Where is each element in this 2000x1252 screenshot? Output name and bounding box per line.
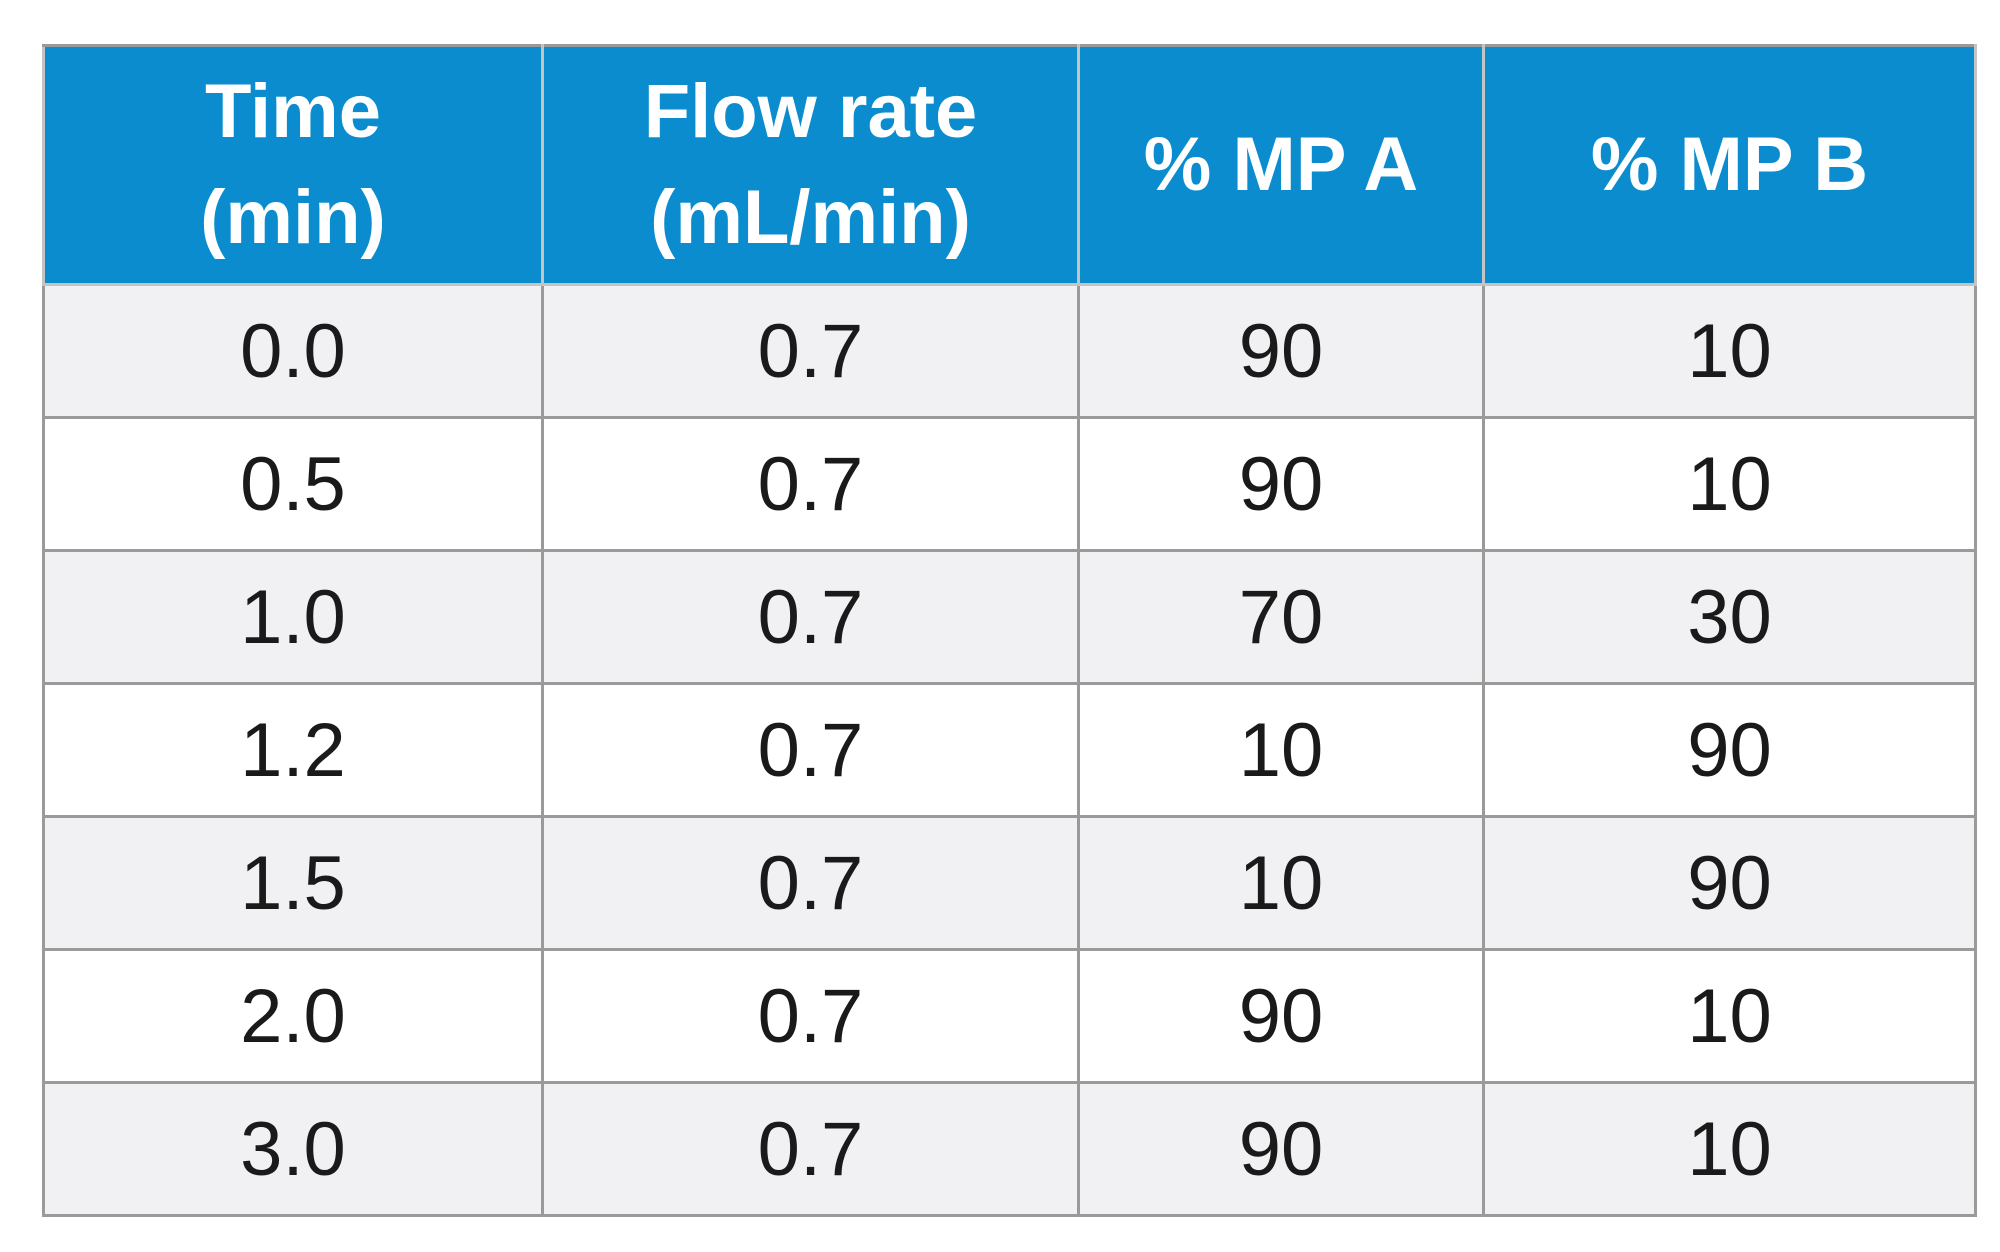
- cell-flow-rate: 0.7: [541, 815, 1080, 951]
- table-header: Time (min) Flow rate (mL/min) % MP A % M…: [42, 44, 1977, 286]
- cell-mp-a: 70: [1077, 549, 1485, 685]
- header-flow-rate: Flow rate (mL/min): [541, 44, 1080, 286]
- table-row: 0.5 0.7 90 10: [42, 416, 1977, 552]
- cell-mp-b: 10: [1482, 283, 1977, 419]
- table-row: 1.0 0.7 70 30: [42, 549, 1977, 685]
- cell-flow-rate: 0.7: [541, 1081, 1080, 1217]
- cell-mp-a: 90: [1077, 283, 1485, 419]
- cell-flow-rate: 0.7: [541, 682, 1080, 818]
- gradient-table: Time (min) Flow rate (mL/min) % MP A % M…: [42, 44, 1977, 1217]
- cell-time: 0.5: [42, 416, 544, 552]
- cell-mp-a: 90: [1077, 416, 1485, 552]
- header-time: Time (min): [42, 44, 544, 286]
- table-row: 1.5 0.7 10 90: [42, 815, 1977, 951]
- cell-mp-b: 90: [1482, 682, 1977, 818]
- header-time-unit: (min): [200, 175, 386, 260]
- header-time-label: Time: [204, 69, 381, 154]
- cell-time: 1.5: [42, 815, 544, 951]
- cell-flow-rate: 0.7: [541, 416, 1080, 552]
- header-mp-b: % MP B: [1482, 44, 1977, 286]
- cell-flow-rate: 0.7: [541, 283, 1080, 419]
- header-row: Time (min) Flow rate (mL/min) % MP A % M…: [42, 44, 1977, 286]
- cell-mp-b: 30: [1482, 549, 1977, 685]
- header-flow-rate-label: Flow rate: [643, 69, 978, 154]
- header-mp-a-label: % MP A: [1143, 122, 1419, 207]
- cell-time: 2.0: [42, 948, 544, 1084]
- cell-mp-a: 10: [1077, 815, 1485, 951]
- cell-flow-rate: 0.7: [541, 948, 1080, 1084]
- cell-time: 3.0: [42, 1081, 544, 1217]
- cell-time: 1.0: [42, 549, 544, 685]
- cell-mp-a: 90: [1077, 1081, 1485, 1217]
- cell-mp-b: 10: [1482, 948, 1977, 1084]
- cell-mp-b: 10: [1482, 416, 1977, 552]
- cell-mp-a: 90: [1077, 948, 1485, 1084]
- header-mp-a: % MP A: [1077, 44, 1485, 286]
- table-body: 0.0 0.7 90 10 0.5 0.7 90 10 1.0 0.7 70 3…: [42, 283, 1977, 1217]
- cell-time: 1.2: [42, 682, 544, 818]
- cell-mp-b: 10: [1482, 1081, 1977, 1217]
- table-row: 2.0 0.7 90 10: [42, 948, 1977, 1084]
- cell-flow-rate: 0.7: [541, 549, 1080, 685]
- table-row: 0.0 0.7 90 10: [42, 283, 1977, 419]
- cell-time: 0.0: [42, 283, 544, 419]
- table-row: 1.2 0.7 10 90: [42, 682, 1977, 818]
- cell-mp-b: 90: [1482, 815, 1977, 951]
- table-row: 3.0 0.7 90 10: [42, 1081, 1977, 1217]
- header-flow-rate-unit: (mL/min): [650, 175, 971, 260]
- header-mp-b-label: % MP B: [1590, 122, 1869, 207]
- cell-mp-a: 10: [1077, 682, 1485, 818]
